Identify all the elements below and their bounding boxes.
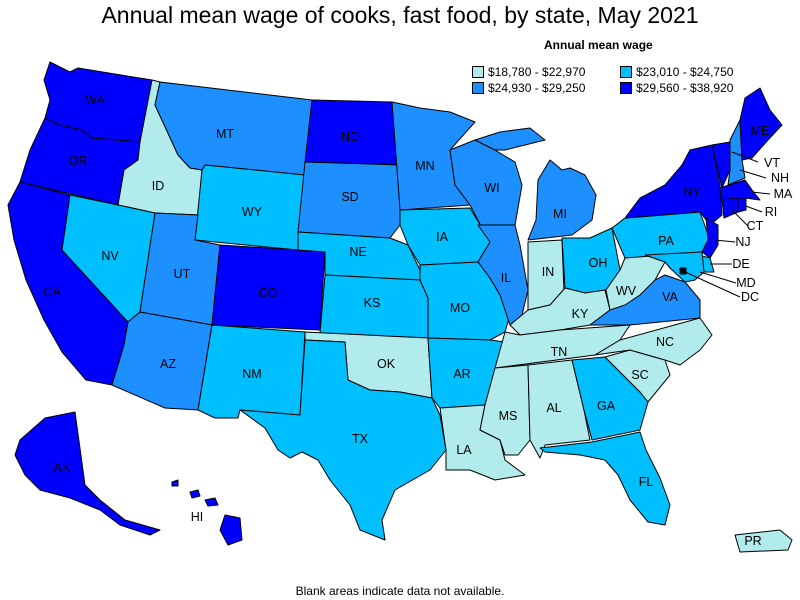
label-MN: MN xyxy=(415,159,434,173)
label-VA: VA xyxy=(662,290,678,304)
label-ME: ME xyxy=(751,124,770,138)
label-OR: OR xyxy=(69,154,88,168)
label-VT: VT xyxy=(764,156,780,170)
label-SD: SD xyxy=(341,190,358,204)
legend-item-3: $24,930 - $29,250 xyxy=(472,81,585,95)
label-AZ: AZ xyxy=(160,357,176,371)
label-FL: FL xyxy=(639,475,654,489)
label-SC: SC xyxy=(631,368,648,382)
label-DE: DE xyxy=(732,257,749,271)
label-WY: WY xyxy=(242,205,263,219)
state-AK[interactable] xyxy=(14,411,161,536)
label-TX: TX xyxy=(352,432,369,446)
legend-swatch-4 xyxy=(620,82,632,94)
state-labels: WA OR CA ID NV MT WY UT AZ CO NM ND SD N… xyxy=(43,93,793,548)
state-PR[interactable] xyxy=(734,529,793,553)
legend-swatch-3 xyxy=(472,82,484,94)
label-LA: LA xyxy=(456,443,472,457)
label-IN: IN xyxy=(542,265,555,279)
label-OK: OK xyxy=(377,357,396,371)
label-CA: CA xyxy=(43,285,61,299)
label-NE: NE xyxy=(349,245,366,259)
label-UT: UT xyxy=(174,267,191,281)
state-TN[interactable] xyxy=(494,324,631,369)
state-MD[interactable] xyxy=(644,251,705,283)
legend-swatch-2 xyxy=(620,66,632,78)
label-TN: TN xyxy=(551,345,568,359)
legend-item-1: $18,780 - $22,970 xyxy=(472,65,585,79)
state-SD[interactable] xyxy=(297,161,401,239)
state-NC[interactable] xyxy=(594,317,713,366)
legend-item-4: $29,560 - $38,920 xyxy=(620,81,733,95)
state-MA[interactable] xyxy=(719,179,761,201)
state-NY[interactable] xyxy=(624,144,723,226)
legend-label-3: $24,930 - $29,250 xyxy=(488,81,586,95)
label-KY: KY xyxy=(572,307,589,321)
label-NC: NC xyxy=(656,335,674,349)
legend-item-2: $23,010 - $24,750 xyxy=(620,65,733,79)
label-ID: ID xyxy=(152,179,165,193)
label-AK: AK xyxy=(54,461,71,475)
label-NH: NH xyxy=(771,171,789,185)
leader-lines xyxy=(682,151,771,298)
label-DC: DC xyxy=(741,290,759,304)
label-PR: PR xyxy=(744,534,761,548)
footnote: Blank areas indicate data not available. xyxy=(295,584,505,598)
label-ND: ND xyxy=(341,130,359,144)
label-OH: OH xyxy=(589,256,608,270)
state-TX[interactable] xyxy=(239,339,447,541)
label-NM: NM xyxy=(242,367,261,381)
label-IA: IA xyxy=(436,230,448,244)
label-CT: CT xyxy=(747,219,764,233)
label-KS: KS xyxy=(364,296,381,310)
label-NJ: NJ xyxy=(735,235,750,249)
legend-label-2: $23,010 - $24,750 xyxy=(636,65,734,79)
label-AL: AL xyxy=(546,401,561,415)
label-CO: CO xyxy=(259,286,278,300)
label-MI: MI xyxy=(553,207,567,221)
label-HI: HI xyxy=(191,510,204,524)
label-MT: MT xyxy=(216,127,234,141)
state-MI[interactable] xyxy=(474,127,597,241)
label-MS: MS xyxy=(499,409,518,423)
map-title: Annual mean wage of cooks, fast food, by… xyxy=(101,2,699,28)
state-CO[interactable] xyxy=(211,244,326,331)
state-RI[interactable] xyxy=(737,197,747,213)
state-CT[interactable] xyxy=(721,197,739,219)
state-WV[interactable] xyxy=(605,254,666,311)
label-NY: NY xyxy=(683,185,701,199)
label-AR: AR xyxy=(453,367,470,381)
label-WA: WA xyxy=(85,93,105,107)
label-WV: WV xyxy=(616,284,637,298)
state-FL[interactable] xyxy=(539,431,671,526)
label-MA: MA xyxy=(774,187,793,201)
label-IL: IL xyxy=(501,271,511,285)
state-HI[interactable] xyxy=(171,479,243,546)
dc-marker xyxy=(680,268,686,274)
label-GA: GA xyxy=(597,399,616,413)
state-WY[interactable] xyxy=(194,164,306,251)
label-MD: MD xyxy=(736,276,755,290)
legend-swatch-1 xyxy=(472,66,484,78)
state-shapes xyxy=(7,61,793,553)
label-PA: PA xyxy=(658,234,674,248)
state-ME[interactable] xyxy=(739,87,783,161)
label-MO: MO xyxy=(450,301,470,315)
legend-label-1: $18,780 - $22,970 xyxy=(488,65,586,79)
label-WI: WI xyxy=(484,181,499,195)
label-RI: RI xyxy=(765,205,778,219)
legend-label-4: $29,560 - $38,920 xyxy=(636,81,734,95)
label-NV: NV xyxy=(101,249,119,263)
legend-title: Annual mean wage xyxy=(544,38,653,52)
